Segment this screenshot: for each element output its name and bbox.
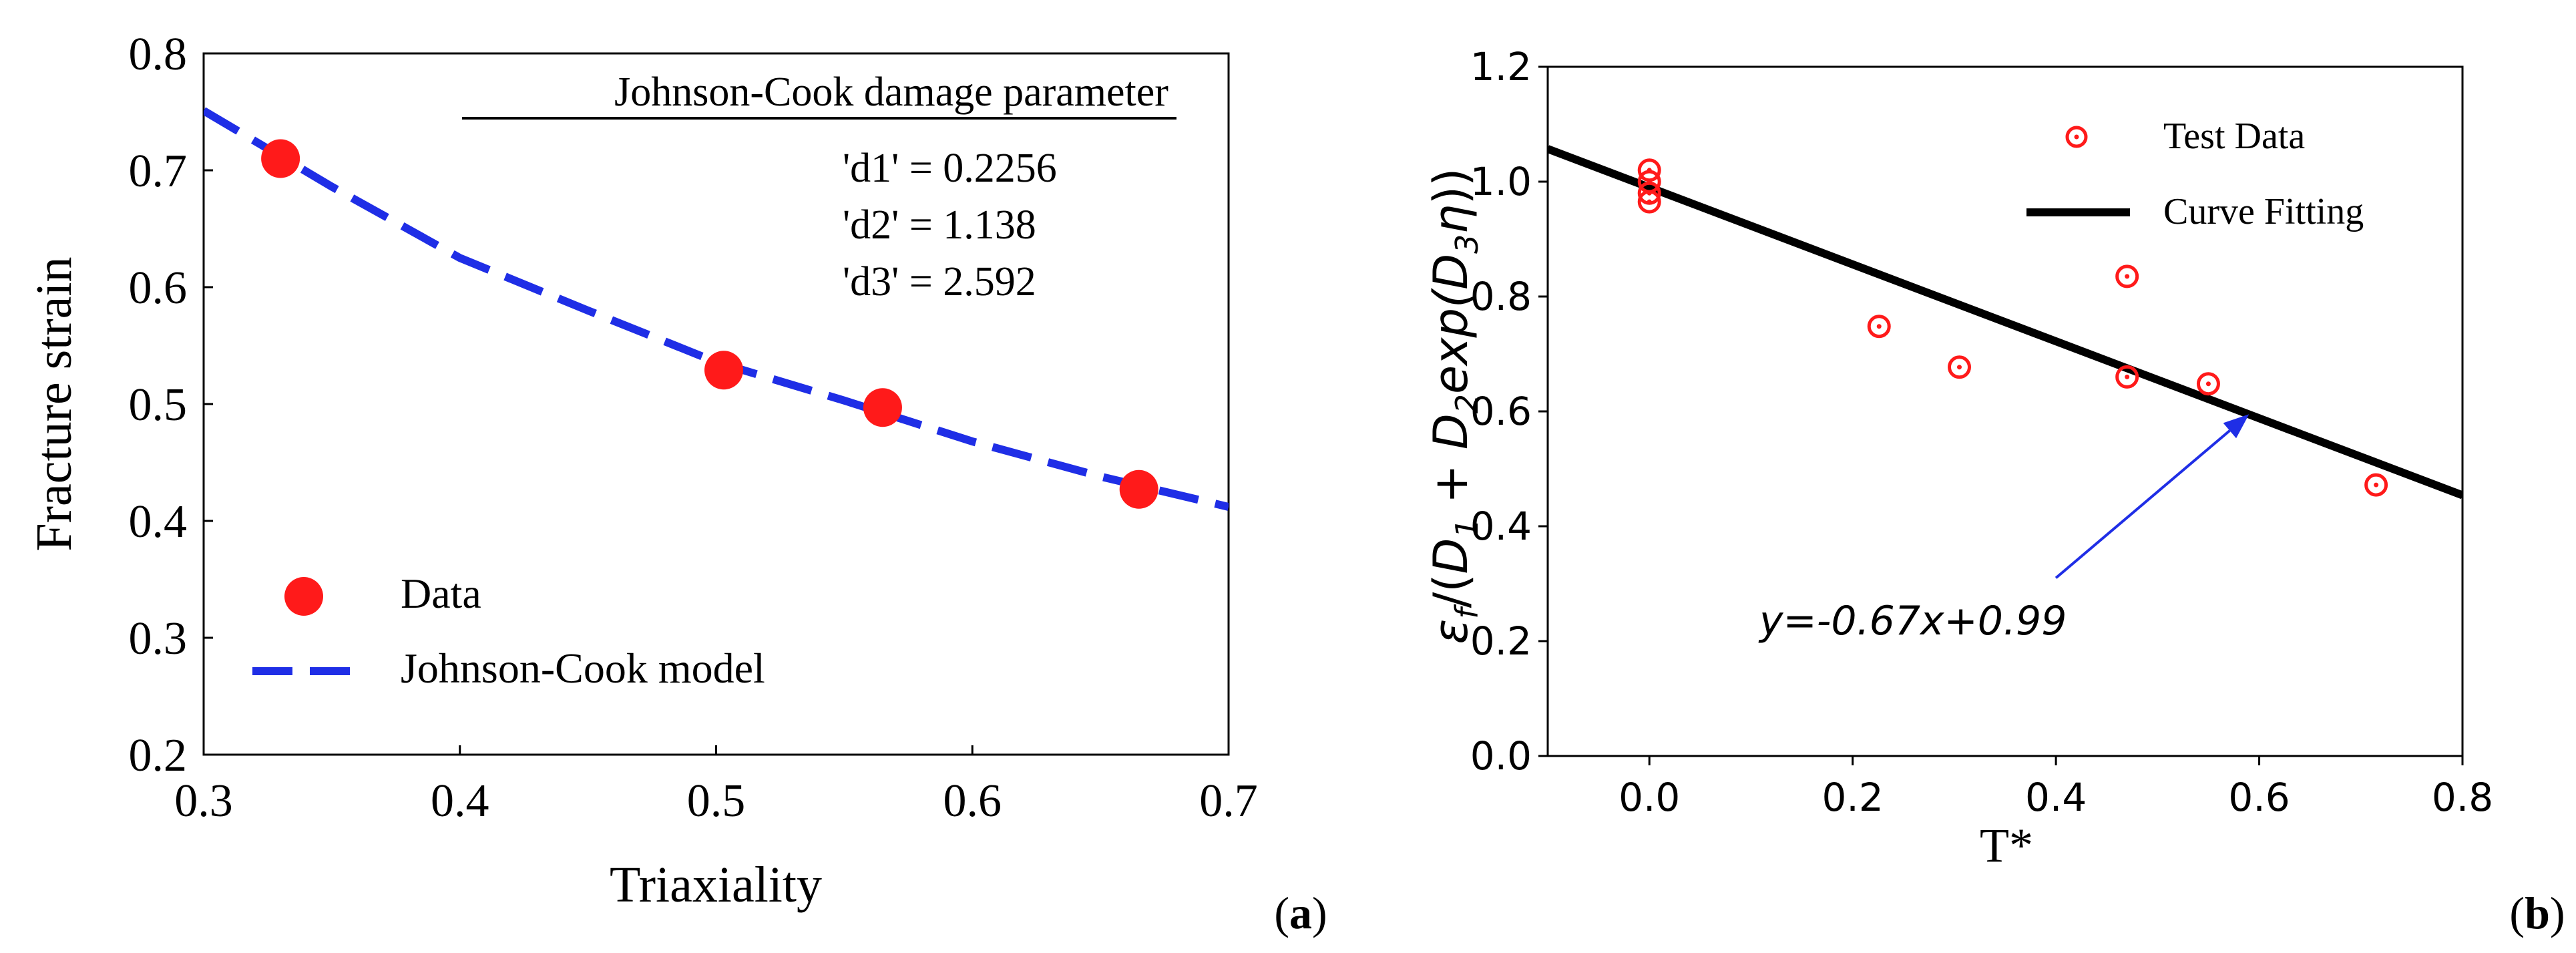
chart-a-legend-data-label: Data [401, 570, 481, 617]
chart-b-data-point [2364, 473, 2388, 497]
chart-a-xtick-label: 0.5 [687, 775, 746, 827]
chart-a-annotation-title: Johnson-Cook damage parameter [614, 69, 1168, 115]
chart-a-legend-model-label: Johnson-Cook model [401, 644, 765, 692]
chart-a-xtick-label: 0.7 [1199, 775, 1258, 827]
chart-a-data-point [704, 351, 744, 390]
chart-b-data-point-dot [2205, 381, 2211, 387]
chart-b-axis-ticks: 0.0 0.2 0.4 0.6 0.8 0.0 0.2 0.4 0.6 0.8 1.0 1.2 [1470, 44, 2493, 820]
chart-a-xtick-label: 0.4 [431, 775, 489, 827]
chart-a-data-point [863, 388, 902, 427]
chart-b-data-point-dot [1647, 199, 1652, 204]
chart-b-plot-area [1548, 145, 2462, 500]
chart-a-ytick-label: 0.2 [129, 730, 188, 781]
chart-b-data-point [1948, 355, 1971, 379]
chart-b-annotation-arrow [2055, 429, 2231, 579]
chart-b-legend-test-label: Test Data [2163, 116, 2305, 157]
chart-a-xlabel: Triaxiality [610, 857, 822, 913]
chart-b-data-point [2115, 264, 2139, 289]
chart-a-ytick-label: 0.6 [129, 262, 188, 314]
chart-b-ytick-label: 0.4 [1470, 504, 1532, 549]
chart-b-annotation-equation: y=-0.67x+0.99 [1758, 598, 2067, 644]
chart-b-data-point-dot [2374, 482, 2379, 488]
chart-a-model-line [204, 107, 1229, 511]
chart-a-data-point [1119, 469, 1158, 509]
chart-b-data-point-dot [2125, 274, 2130, 279]
chart-b: 0.0 0.2 0.4 0.6 0.8 0.0 0.2 0.4 0.6 0.8 1.0 1.2 Tes… [1424, 44, 2565, 938]
chart-a-annotation-line-2: 'd2' = 1.138 [843, 202, 1036, 248]
chart-a-axis-ticks: 0.3 0.4 0.5 0.6 0.70.20.30.40.50.60.70.8 [129, 29, 1258, 827]
chart-b-xlabel: T* [1980, 819, 2033, 872]
chart-a-ytick-label: 0.7 [129, 146, 188, 197]
chart-b-data-point [2115, 365, 2139, 389]
chart-b-legend-test-marker [2065, 126, 2088, 148]
chart-b-legend: Test Data Curve Fitting [2026, 116, 2364, 232]
chart-a-ytick-label: 0.3 [129, 613, 188, 664]
chart-a: 0.3 0.4 0.5 0.6 0.70.20.30.40.50.60.70.8 Joh… [26, 29, 1327, 938]
chart-a-ytick-label: 0.5 [129, 379, 188, 431]
chart-a-legend-data-marker [284, 577, 323, 616]
chart-b-ytick-label: 1.0 [1470, 159, 1532, 204]
chart-b-ytick-label: 0.2 [1470, 618, 1532, 664]
chart-b-xtick-label: 0.2 [1822, 775, 1884, 820]
chart-a-ylabel: Fracture strain [26, 256, 82, 551]
chart-b-data-point-dot [2125, 374, 2130, 379]
chart-a-xtick-label: 0.6 [943, 775, 1002, 827]
chart-a-plot-area [204, 107, 1229, 511]
chart-a-legend: Data Johnson-Cook model [252, 570, 765, 692]
chart-b-ytick-label: 0.8 [1470, 274, 1532, 319]
chart-a-annotation-line-3: 'd3' = 2.592 [843, 259, 1036, 305]
chart-b-xtick-label: 0.6 [2228, 775, 2290, 820]
chart-b-legend-test-marker-dot [2074, 134, 2079, 140]
chart-b-panel-label: (b) [2509, 888, 2565, 938]
chart-b-fit-line [1548, 145, 2462, 500]
chart-b-ytick-label: 1.2 [1470, 44, 1532, 89]
chart-a-annotation-line-1: 'd1' = 0.2256 [843, 146, 1057, 191]
chart-a-ytick-label: 0.4 [129, 496, 188, 548]
chart-b-ylabel: εf/(D1 + D2exp(D3η)) [1424, 168, 1485, 644]
chart-b-xtick-label: 0.4 [2025, 775, 2087, 820]
chart-a-xtick-label: 0.3 [174, 775, 233, 827]
chart-b-ytick-label: 0.0 [1470, 733, 1532, 779]
chart-a-panel-label: (a) [1274, 888, 1327, 938]
chart-b-data-point [1867, 315, 1891, 339]
chart-a-ytick-label: 0.8 [129, 29, 188, 80]
chart-b-annotation-arrowhead [2223, 414, 2249, 439]
chart-b-data-point-dot [1957, 365, 1962, 370]
chart-b-data-point-dot [1876, 324, 1882, 329]
chart-b-data-point [1637, 190, 1661, 214]
chart-b-data-point [2196, 372, 2220, 396]
chart-b-xtick-label: 0.0 [1619, 775, 1680, 820]
chart-b-ytick-label: 0.6 [1470, 389, 1532, 434]
chart-a-data-point [261, 139, 300, 178]
chart-b-plot-frame [1546, 65, 2464, 757]
chart-b-xtick-label: 0.8 [2432, 775, 2493, 820]
chart-b-legend-fit-label: Curve Fitting [2163, 191, 2364, 232]
